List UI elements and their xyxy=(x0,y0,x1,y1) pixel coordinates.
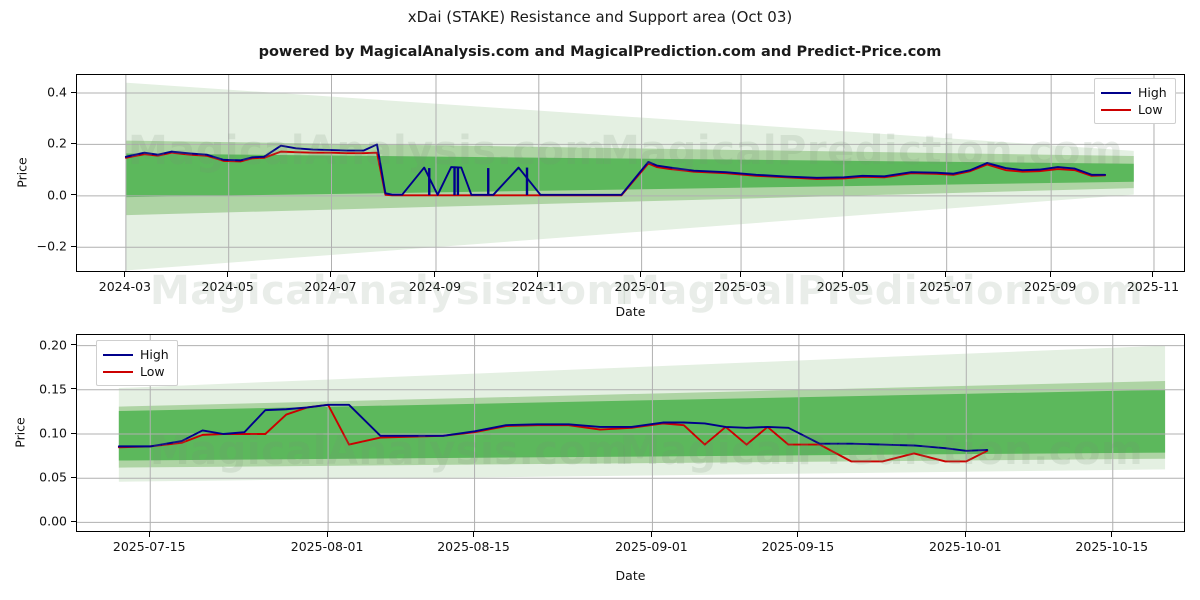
y-tick-label: 0.0 xyxy=(47,187,67,203)
x-tick-mark xyxy=(148,532,150,537)
x-tick-mark xyxy=(473,532,475,537)
legend-swatch-high-icon xyxy=(1101,91,1131,94)
zoom-legend[interactable]: High Low xyxy=(96,340,178,386)
x-tick-mark xyxy=(326,532,328,537)
x-tick-label: 2025-08-15 xyxy=(437,539,510,554)
legend-swatch-low-icon xyxy=(103,370,133,373)
x-tick-mark xyxy=(945,272,947,277)
x-tick-label: 2024-11 xyxy=(511,279,564,294)
overview-series-layer xyxy=(77,75,1184,271)
page-subtitle: powered by MagicalAnalysis.com and Magic… xyxy=(258,44,942,60)
y-tick-mark xyxy=(71,476,76,478)
x-tick-label: 2025-08-01 xyxy=(290,539,364,554)
x-tick-label: 2025-11 xyxy=(1126,279,1180,294)
x-tick-mark xyxy=(650,532,652,537)
x-tick-mark xyxy=(1111,532,1113,537)
x-tick-mark xyxy=(1152,272,1154,277)
x-tick-label: 2024-07 xyxy=(304,279,357,294)
page-title: xDai (STAKE) Resistance and Support area… xyxy=(407,8,793,26)
legend-label-high: High xyxy=(140,347,169,362)
overview-plot-area xyxy=(76,74,1185,272)
x-tick-mark xyxy=(434,272,436,277)
x-tick-label: 2024-05 xyxy=(201,279,254,294)
x-tick-mark xyxy=(124,272,126,277)
x-tick-label: 2025-07 xyxy=(919,279,972,294)
legend-label-high: High xyxy=(1138,85,1167,100)
legend-label-low: Low xyxy=(140,364,165,379)
x-tick-label: 2025-10-15 xyxy=(1075,539,1149,554)
x-tick-mark xyxy=(739,272,741,277)
y-tick-mark xyxy=(71,388,76,390)
x-tick-mark xyxy=(842,272,844,277)
y-tick-label: 0.05 xyxy=(39,469,67,485)
y-tick-label: 0.2 xyxy=(47,135,67,151)
zoom-x-axis-label: Date xyxy=(615,568,646,583)
x-tick-label: 2024-09 xyxy=(408,279,462,294)
zoom-plot-area xyxy=(76,334,1185,532)
legend-entry-high[interactable]: High xyxy=(103,346,169,363)
overview-chart-panel xyxy=(76,74,1185,272)
x-tick-mark xyxy=(964,532,966,537)
x-tick-label: 2025-09-15 xyxy=(761,539,835,554)
y-tick-mark xyxy=(71,432,76,434)
x-tick-label: 2024-03 xyxy=(98,279,151,294)
legend-entry-low[interactable]: Low xyxy=(103,363,169,380)
overview-x-axis-label: Date xyxy=(615,304,646,319)
y-tick-mark xyxy=(71,344,76,346)
x-tick-mark xyxy=(537,272,539,277)
y-tick-label: 0.20 xyxy=(39,337,67,353)
y-tick-label: 0.15 xyxy=(39,381,67,397)
x-tick-mark xyxy=(329,272,331,277)
y-tick-mark xyxy=(71,91,76,93)
y-tick-mark xyxy=(71,194,76,196)
x-tick-label: 2025-09 xyxy=(1024,279,1077,294)
legend-entry-low[interactable]: Low xyxy=(1101,101,1167,118)
zoom-chart-panel xyxy=(76,334,1185,532)
legend-label-low: Low xyxy=(1138,102,1163,117)
y-tick-mark xyxy=(71,142,76,144)
x-tick-label: 2025-03 xyxy=(713,279,767,294)
legend-entry-high[interactable]: High xyxy=(1101,84,1167,101)
zoom-series-layer xyxy=(77,335,1184,531)
x-tick-mark xyxy=(227,272,229,277)
x-tick-mark xyxy=(797,532,799,537)
y-tick-mark xyxy=(71,245,76,247)
y-tick-label: 0.4 xyxy=(47,84,67,100)
y-tick-mark xyxy=(71,520,76,522)
x-tick-label: 2025-07-15 xyxy=(112,539,186,554)
x-tick-label: 2025-09-01 xyxy=(615,539,688,554)
legend-swatch-high-icon xyxy=(103,353,133,356)
y-tick-label: −0.2 xyxy=(36,238,67,254)
legend-swatch-low-icon xyxy=(1101,108,1131,111)
x-tick-label: 2025-01 xyxy=(614,279,667,294)
y-tick-label: 0.00 xyxy=(39,513,67,529)
x-tick-mark xyxy=(1049,272,1051,277)
x-tick-mark xyxy=(640,272,642,277)
x-tick-label: 2025-05 xyxy=(816,279,869,294)
y-tick-label: 0.10 xyxy=(39,425,67,441)
overview-legend[interactable]: High Low xyxy=(1094,78,1176,124)
x-tick-label: 2025-10-01 xyxy=(928,539,1002,554)
